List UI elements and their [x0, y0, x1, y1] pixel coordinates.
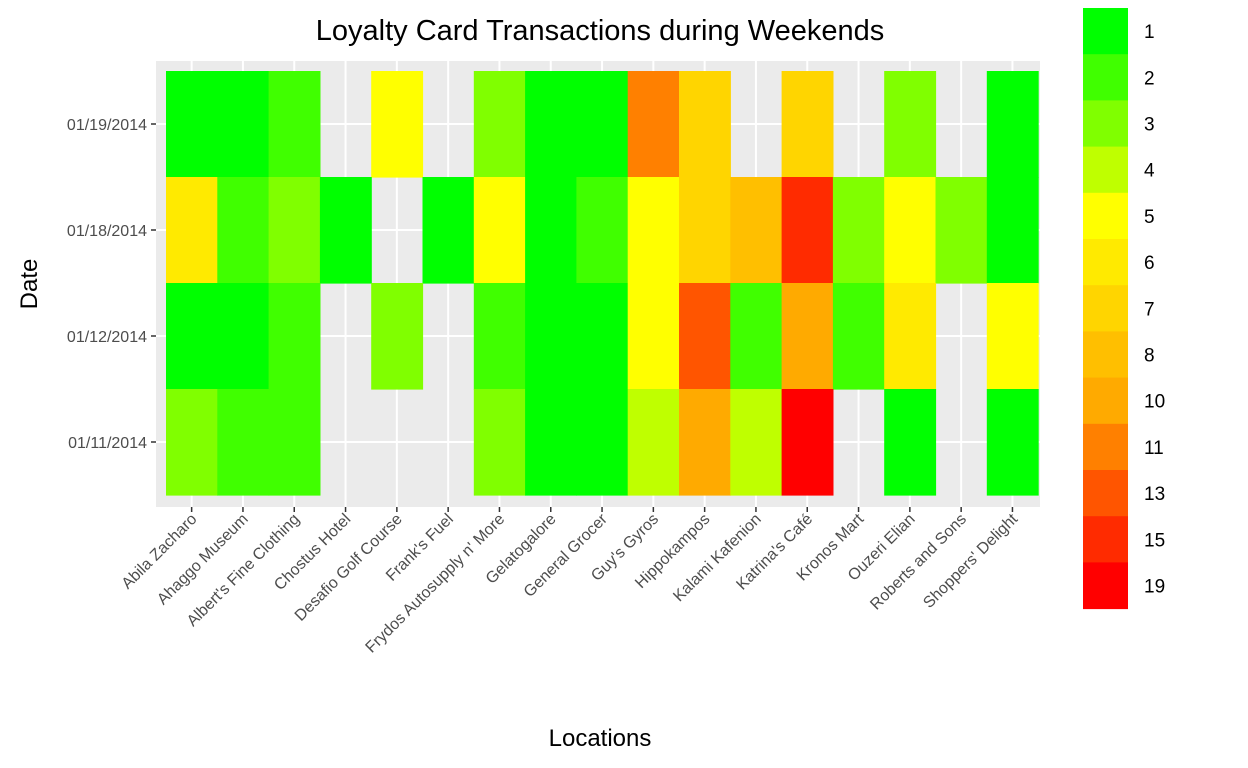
- heatmap-cell: [268, 283, 321, 390]
- heatmap-cell: [986, 71, 1039, 178]
- legend-swatch: [1083, 377, 1128, 425]
- heatmap-cell: [473, 283, 526, 390]
- y-axis-title: Date: [16, 259, 43, 310]
- heatmap-cell: [166, 177, 218, 284]
- heatmap-cell: [986, 389, 1039, 496]
- legend-swatch: [1083, 54, 1128, 101]
- legend-swatch: [1083, 331, 1128, 379]
- heatmap-cell: [730, 389, 783, 496]
- legend-label: 15: [1144, 530, 1165, 551]
- y-tick-label: 01/11/2014: [68, 435, 147, 452]
- heatmap-cell: [884, 177, 937, 284]
- heatmap-cell: [679, 71, 731, 178]
- heatmap-cell: [371, 283, 424, 390]
- heatmap-cell: [319, 177, 372, 284]
- x-tick-label: Kalami Kafenion: [670, 511, 764, 605]
- heatmap-cell: [166, 283, 218, 390]
- heatmap-cell: [268, 389, 321, 496]
- heatmap-cell: [525, 71, 577, 178]
- heatmap-cell: [268, 177, 321, 284]
- x-axis-title: Locations: [549, 725, 652, 752]
- legend-swatch: [1083, 470, 1128, 517]
- heatmap-cell: [730, 283, 783, 390]
- heatmap-cell: [473, 71, 526, 178]
- heatmap-cell: [217, 283, 270, 390]
- heatmap-cell: [781, 389, 834, 496]
- heatmap-cell: [627, 389, 680, 496]
- legend: 1 2 3 4 5 6 7 8 10 11 13 15 19: [1083, 8, 1165, 610]
- legend-label: 3: [1144, 115, 1155, 136]
- heatmap-cell: [679, 177, 731, 284]
- x-tick-label: Roberts and Sons: [867, 511, 970, 614]
- heatmap-cell: [627, 283, 680, 390]
- heatmap-cell: [525, 177, 577, 284]
- legend-label: 2: [1144, 68, 1155, 89]
- x-tick-label: Ahaggo Museum: [154, 511, 252, 609]
- heatmap-cell: [986, 177, 1039, 284]
- legend-swatch: [1083, 239, 1128, 286]
- legend-swatch: [1083, 100, 1128, 148]
- legend-label: 11: [1144, 438, 1164, 459]
- heatmap-cell: [217, 177, 270, 284]
- heatmap-cell: [627, 177, 680, 284]
- heatmap-cell: [884, 283, 937, 390]
- heatmap-cell: [832, 283, 885, 390]
- heatmap-cell: [473, 177, 526, 284]
- heatmap-cells: [166, 71, 1039, 496]
- heatmap-cell: [525, 283, 577, 390]
- heatmap-cell: [217, 389, 270, 496]
- heatmap-cell: [679, 389, 731, 496]
- legend-swatch: [1083, 516, 1128, 563]
- heatmap-cell: [627, 71, 680, 178]
- heatmap-cell: [781, 71, 834, 178]
- heatmap-cell: [217, 71, 270, 178]
- heatmap-cell: [781, 177, 834, 284]
- heatmap-cell: [576, 283, 629, 390]
- heatmap-cell: [576, 177, 629, 284]
- y-tick-label: 01/19/2014: [67, 117, 147, 134]
- y-axis: 01/11/2014 01/12/2014 01/18/2014 01/19/2014: [67, 117, 156, 452]
- legend-swatch: [1083, 285, 1128, 332]
- heatmap-cell: [730, 177, 783, 284]
- heatmap-cell: [371, 71, 424, 178]
- heatmap-cell: [986, 283, 1039, 390]
- heatmap-cell: [473, 389, 526, 496]
- heatmap-cell: [576, 71, 629, 178]
- heatmap-cell: [268, 71, 321, 178]
- legend-label: 8: [1144, 346, 1155, 367]
- legend-swatch: [1083, 423, 1128, 471]
- chart-title: Loyalty Card Transactions during Weekend…: [316, 15, 885, 47]
- heatmap-cell: [166, 71, 218, 178]
- legend-label: 6: [1144, 253, 1155, 274]
- heatmap-cell: [422, 177, 475, 284]
- x-tick-label: Shoppers' Delight: [920, 510, 1021, 611]
- heatmap-cell: [525, 389, 577, 496]
- heatmap-cell: [679, 283, 731, 390]
- heatmap-cell: [935, 177, 988, 284]
- legend-swatch: [1083, 192, 1128, 240]
- heatmap-cell: [884, 389, 937, 496]
- y-tick-label: 01/12/2014: [67, 329, 147, 346]
- legend-label: 7: [1144, 299, 1155, 320]
- legend-swatch: [1083, 146, 1128, 194]
- heatmap-cell: [884, 71, 937, 178]
- legend-swatch: [1083, 8, 1128, 55]
- legend-label: 4: [1144, 161, 1155, 182]
- heatmap-cell: [781, 283, 834, 390]
- heatmap-cell: [576, 389, 629, 496]
- legend-label: 19: [1144, 577, 1165, 598]
- heatmap-cell: [166, 389, 218, 496]
- legend-label: 10: [1144, 392, 1165, 413]
- legend-swatch: [1083, 562, 1128, 610]
- heatmap-cell: [832, 177, 885, 284]
- legend-label: 5: [1144, 207, 1155, 228]
- y-tick-label: 01/18/2014: [67, 223, 147, 240]
- legend-label: 13: [1144, 484, 1165, 505]
- legend-label: 1: [1144, 22, 1155, 43]
